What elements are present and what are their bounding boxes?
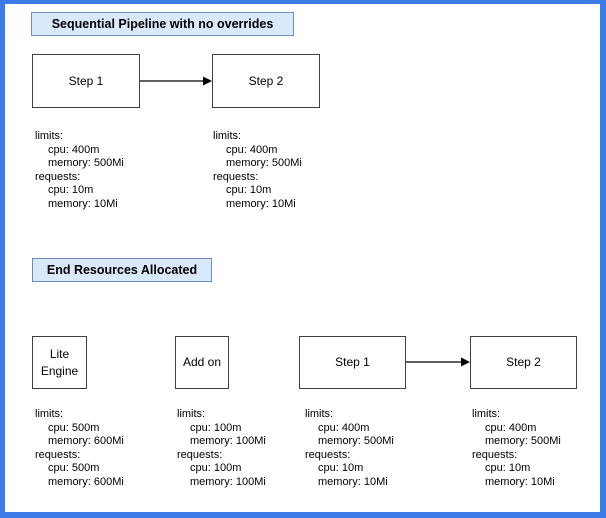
node-step1: Step 1 <box>32 54 140 108</box>
resource-line: cpu: 10m <box>226 184 272 196</box>
resource-line: cpu: 500m <box>48 421 100 434</box>
node-lite-engine: Lite Engine <box>32 336 87 389</box>
resource-line: memory: 500Mi <box>318 435 394 447</box>
requests-label: requests: <box>177 448 223 461</box>
requests-label: requests: <box>35 170 81 183</box>
resource-line: cpu: 100m <box>190 421 242 434</box>
resource-line: memory: 10Mi <box>485 475 555 488</box>
resource-line: memory: 10Mi <box>226 197 296 210</box>
node-step1-allocated: Step 1 <box>299 336 406 389</box>
resource-line: cpu: 400m <box>48 143 100 156</box>
section2-title: End Resources Allocated <box>32 258 212 282</box>
resource-line: cpu: 10m <box>48 184 94 196</box>
requests-label: requests: <box>305 448 351 461</box>
node-step2: Step 2 <box>212 54 320 108</box>
resource-line: cpu: 10m <box>485 462 531 474</box>
resource-line: memory: 100Mi <box>190 435 266 447</box>
resource-line: cpu: 500m <box>48 462 100 474</box>
requests-label: requests: <box>213 170 259 183</box>
section1-title: Sequential Pipeline with no overrides <box>31 12 294 36</box>
resource-block-step1: limits: cpu: 400m memory: 500Mi requests… <box>35 130 124 211</box>
node-add-on: Add on <box>175 336 229 389</box>
limits-label: limits: <box>177 408 206 420</box>
node-step2-label: Step 2 <box>248 73 284 88</box>
resource-line: memory: 500Mi <box>485 435 561 447</box>
resource-line: memory: 600Mi <box>48 435 124 447</box>
node-lite-engine-label-line1: Lite <box>49 346 70 361</box>
resource-line: cpu: 400m <box>318 421 370 434</box>
limits-label: limits: <box>305 408 334 420</box>
resource-line: memory: 10Mi <box>318 475 388 488</box>
node-step1-allocated-label: Step 1 <box>335 355 370 369</box>
resource-line: memory: 500Mi <box>226 157 302 169</box>
resource-block-step2: limits: cpu: 400m memory: 500Mi requests… <box>213 130 302 211</box>
resource-block-step1-allocated: limits: cpu: 400m memory: 500Mi requests… <box>305 408 394 489</box>
resource-block-lite-engine: limits: cpu: 500m memory: 600Mi requests… <box>35 408 124 489</box>
arrow-step1-to-step2 <box>140 76 212 86</box>
resource-line: memory: 100Mi <box>190 475 266 488</box>
limits-label: limits: <box>35 408 64 420</box>
limits-label: limits: <box>472 408 501 420</box>
node-step1-label: Step 1 <box>68 73 104 88</box>
resource-line: memory: 600Mi <box>48 475 124 488</box>
resource-line: memory: 500Mi <box>48 157 124 169</box>
resource-line: memory: 10Mi <box>48 197 118 210</box>
resource-block-add-on: limits: cpu: 100m memory: 100Mi requests… <box>177 408 266 489</box>
node-lite-engine-label-line2: Engine <box>40 363 79 378</box>
resource-line: cpu: 10m <box>318 462 364 474</box>
limits-label: limits: <box>35 130 64 142</box>
requests-label: requests: <box>35 448 81 461</box>
node-step2-allocated: Step 2 <box>470 336 577 389</box>
node-step2-allocated-label: Step 2 <box>506 355 541 369</box>
requests-label: requests: <box>472 448 518 461</box>
resource-line: cpu: 100m <box>190 462 242 474</box>
resource-block-step2-allocated: limits: cpu: 400m memory: 500Mi requests… <box>472 408 561 489</box>
resource-line: cpu: 400m <box>226 143 278 156</box>
node-add-on-label: Add on <box>182 355 222 369</box>
resource-line: cpu: 400m <box>485 421 537 434</box>
limits-label: limits: <box>213 130 242 142</box>
arrow-step1-to-step2-allocated <box>406 357 470 367</box>
